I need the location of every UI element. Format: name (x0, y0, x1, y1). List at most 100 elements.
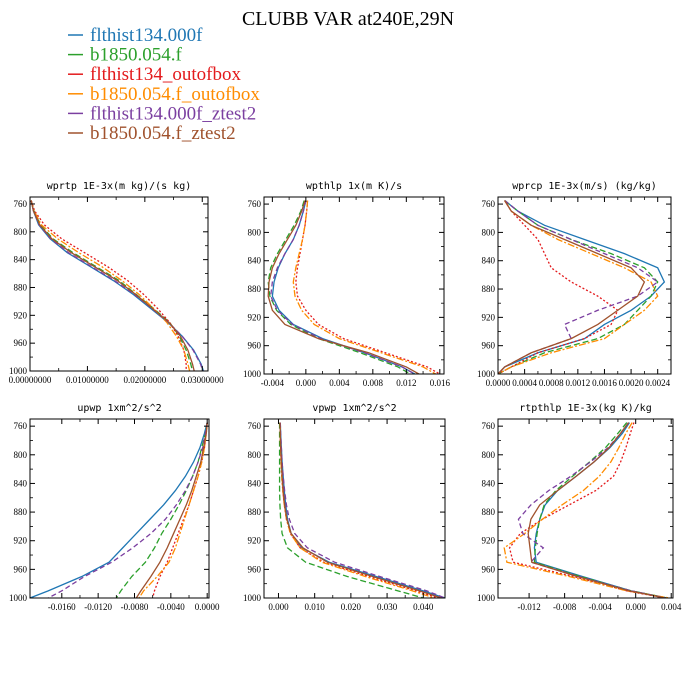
x-tick-label: 0.02000000 (123, 375, 166, 385)
series-line (498, 200, 619, 374)
chart-panel: rtpthlp 1E-3x(kg K)/kg 760 800 840 880 920 960… (477, 403, 682, 612)
legend-label: flthist134.000f_ztest2 (90, 103, 256, 124)
y-tick-label: 840 (248, 256, 262, 266)
y-tick-label: 800 (248, 227, 262, 237)
series-line (30, 200, 195, 371)
plot-frame (497, 418, 674, 599)
series-line (267, 200, 420, 374)
y-tick-label: 920 (14, 310, 28, 320)
x-tick-label: -0.0040 (157, 602, 185, 612)
y-tick-label: 760 (248, 421, 262, 431)
legend-label: b1850.054.f_ztest2 (90, 123, 236, 144)
series-line (279, 422, 445, 598)
panel-title: wprcp 1E-3x(m/s) (kg/kg) (512, 181, 657, 192)
panels: wprtp 1E-3x(m kg)/(s kg) 760 800 840 880 920 9… (9, 181, 682, 612)
x-tick-label: 0.000 (296, 378, 317, 388)
x-tick-label: 0.010 (305, 602, 326, 612)
y-tick-label: 920 (248, 536, 262, 546)
plot-frame (29, 418, 210, 599)
series-line (30, 200, 204, 371)
series-line (115, 422, 208, 598)
x-tick-label: 0.004 (329, 378, 350, 388)
y-tick-label: 1000 (9, 366, 28, 376)
x-tick-label: -0.0120 (84, 602, 112, 612)
y-tick-label: 840 (482, 256, 496, 266)
x-tick-label: 0.00000000 (9, 375, 52, 385)
y-tick-label: 1000 (9, 593, 28, 603)
y-tick-label: 800 (482, 227, 496, 237)
series-line (30, 200, 194, 371)
series-line (527, 422, 666, 598)
legend: flthist134.000fb1850.054.fflthist134_out… (68, 25, 260, 144)
x-tick-label: 0.0016 (592, 378, 617, 388)
x-tick-label: 0.004 (661, 602, 682, 612)
y-tick-label: 880 (14, 507, 28, 517)
x-tick-label: 0.03000000 (181, 375, 224, 385)
x-tick-label: 0.012 (396, 378, 416, 388)
y-tick-label: 800 (14, 450, 28, 460)
chart-panel: wpthlp 1x(m K)/s 760 800 840 880 920 960 1000-0… (243, 181, 450, 388)
chart-panel: wprtp 1E-3x(m kg)/(s kg) 760 800 840 880 920 9… (9, 181, 225, 385)
series-line (47, 422, 208, 598)
legend-label: b1850.054.f_outofbox (90, 84, 260, 105)
panel-title: rtpthlp 1E-3x(kg K)/kg (519, 403, 651, 414)
x-tick-label: 0.016 (430, 378, 451, 388)
y-tick-label: 960 (482, 341, 496, 351)
x-tick-label: 0.0004 (512, 378, 537, 388)
x-tick-label: -0.008 (553, 602, 577, 612)
series-line (503, 422, 670, 598)
panel-title: wprtp 1E-3x(m kg)/(s kg) (47, 181, 192, 192)
series-line (30, 200, 191, 371)
x-tick-label: -0.0080 (121, 602, 149, 612)
x-tick-label: -0.004 (261, 378, 285, 388)
x-tick-label: 0.0024 (645, 378, 670, 388)
series-line (278, 422, 424, 598)
y-tick-label: 800 (482, 450, 496, 460)
x-tick-label: 0.01000000 (66, 375, 109, 385)
y-tick-label: 1000 (243, 593, 262, 603)
series-line (279, 422, 445, 598)
x-tick-label: 0.0008 (539, 378, 564, 388)
legend-label: flthist134.000f (90, 25, 203, 46)
x-tick-label: 0.000 (268, 602, 289, 612)
x-tick-label: -0.012 (517, 602, 540, 612)
y-tick-label: 960 (482, 564, 496, 574)
y-tick-label: 960 (248, 341, 262, 351)
y-tick-label: 880 (248, 284, 262, 294)
series-line (30, 200, 205, 371)
series-line (295, 200, 441, 374)
y-tick-label: 1000 (243, 369, 262, 379)
x-tick-label: 0.0012 (565, 378, 590, 388)
x-tick-label: 0.008 (363, 378, 384, 388)
x-tick-label: 0.020 (341, 602, 362, 612)
series-line (498, 200, 659, 374)
series-line (292, 200, 436, 374)
x-tick-label: 0.0020 (619, 378, 644, 388)
series-line (533, 422, 668, 598)
plot-frame (497, 196, 672, 375)
x-tick-label: 0.030 (377, 602, 398, 612)
y-tick-label: 960 (248, 564, 262, 574)
series-line (279, 422, 442, 598)
series-line (30, 422, 208, 598)
chart-panel: wprcp 1E-3x(m/s) (kg/kg) 760 800 840 880 920 9… (477, 181, 672, 388)
chart-panel: upwp 1xm^2/s^2 760 800 840 880 920 960 1000 -0.0… (9, 403, 220, 612)
y-tick-label: 760 (248, 199, 262, 209)
plot-frame (263, 196, 445, 375)
y-tick-label: 840 (482, 478, 496, 488)
series-line (135, 422, 208, 598)
series-line (267, 200, 411, 374)
series-line (30, 200, 187, 371)
plot-frame (263, 418, 446, 599)
y-tick-label: 920 (482, 536, 496, 546)
y-tick-label: 760 (482, 421, 496, 431)
y-tick-label: 880 (482, 284, 496, 294)
series-line (498, 200, 646, 374)
y-tick-label: 760 (14, 199, 28, 209)
figure-title: CLUBB VAR at240E,29N (242, 8, 454, 30)
series-line (517, 422, 667, 598)
panel-title: wpthlp 1x(m K)/s (306, 181, 402, 192)
series-line (138, 422, 208, 598)
plot-frame (29, 196, 209, 372)
